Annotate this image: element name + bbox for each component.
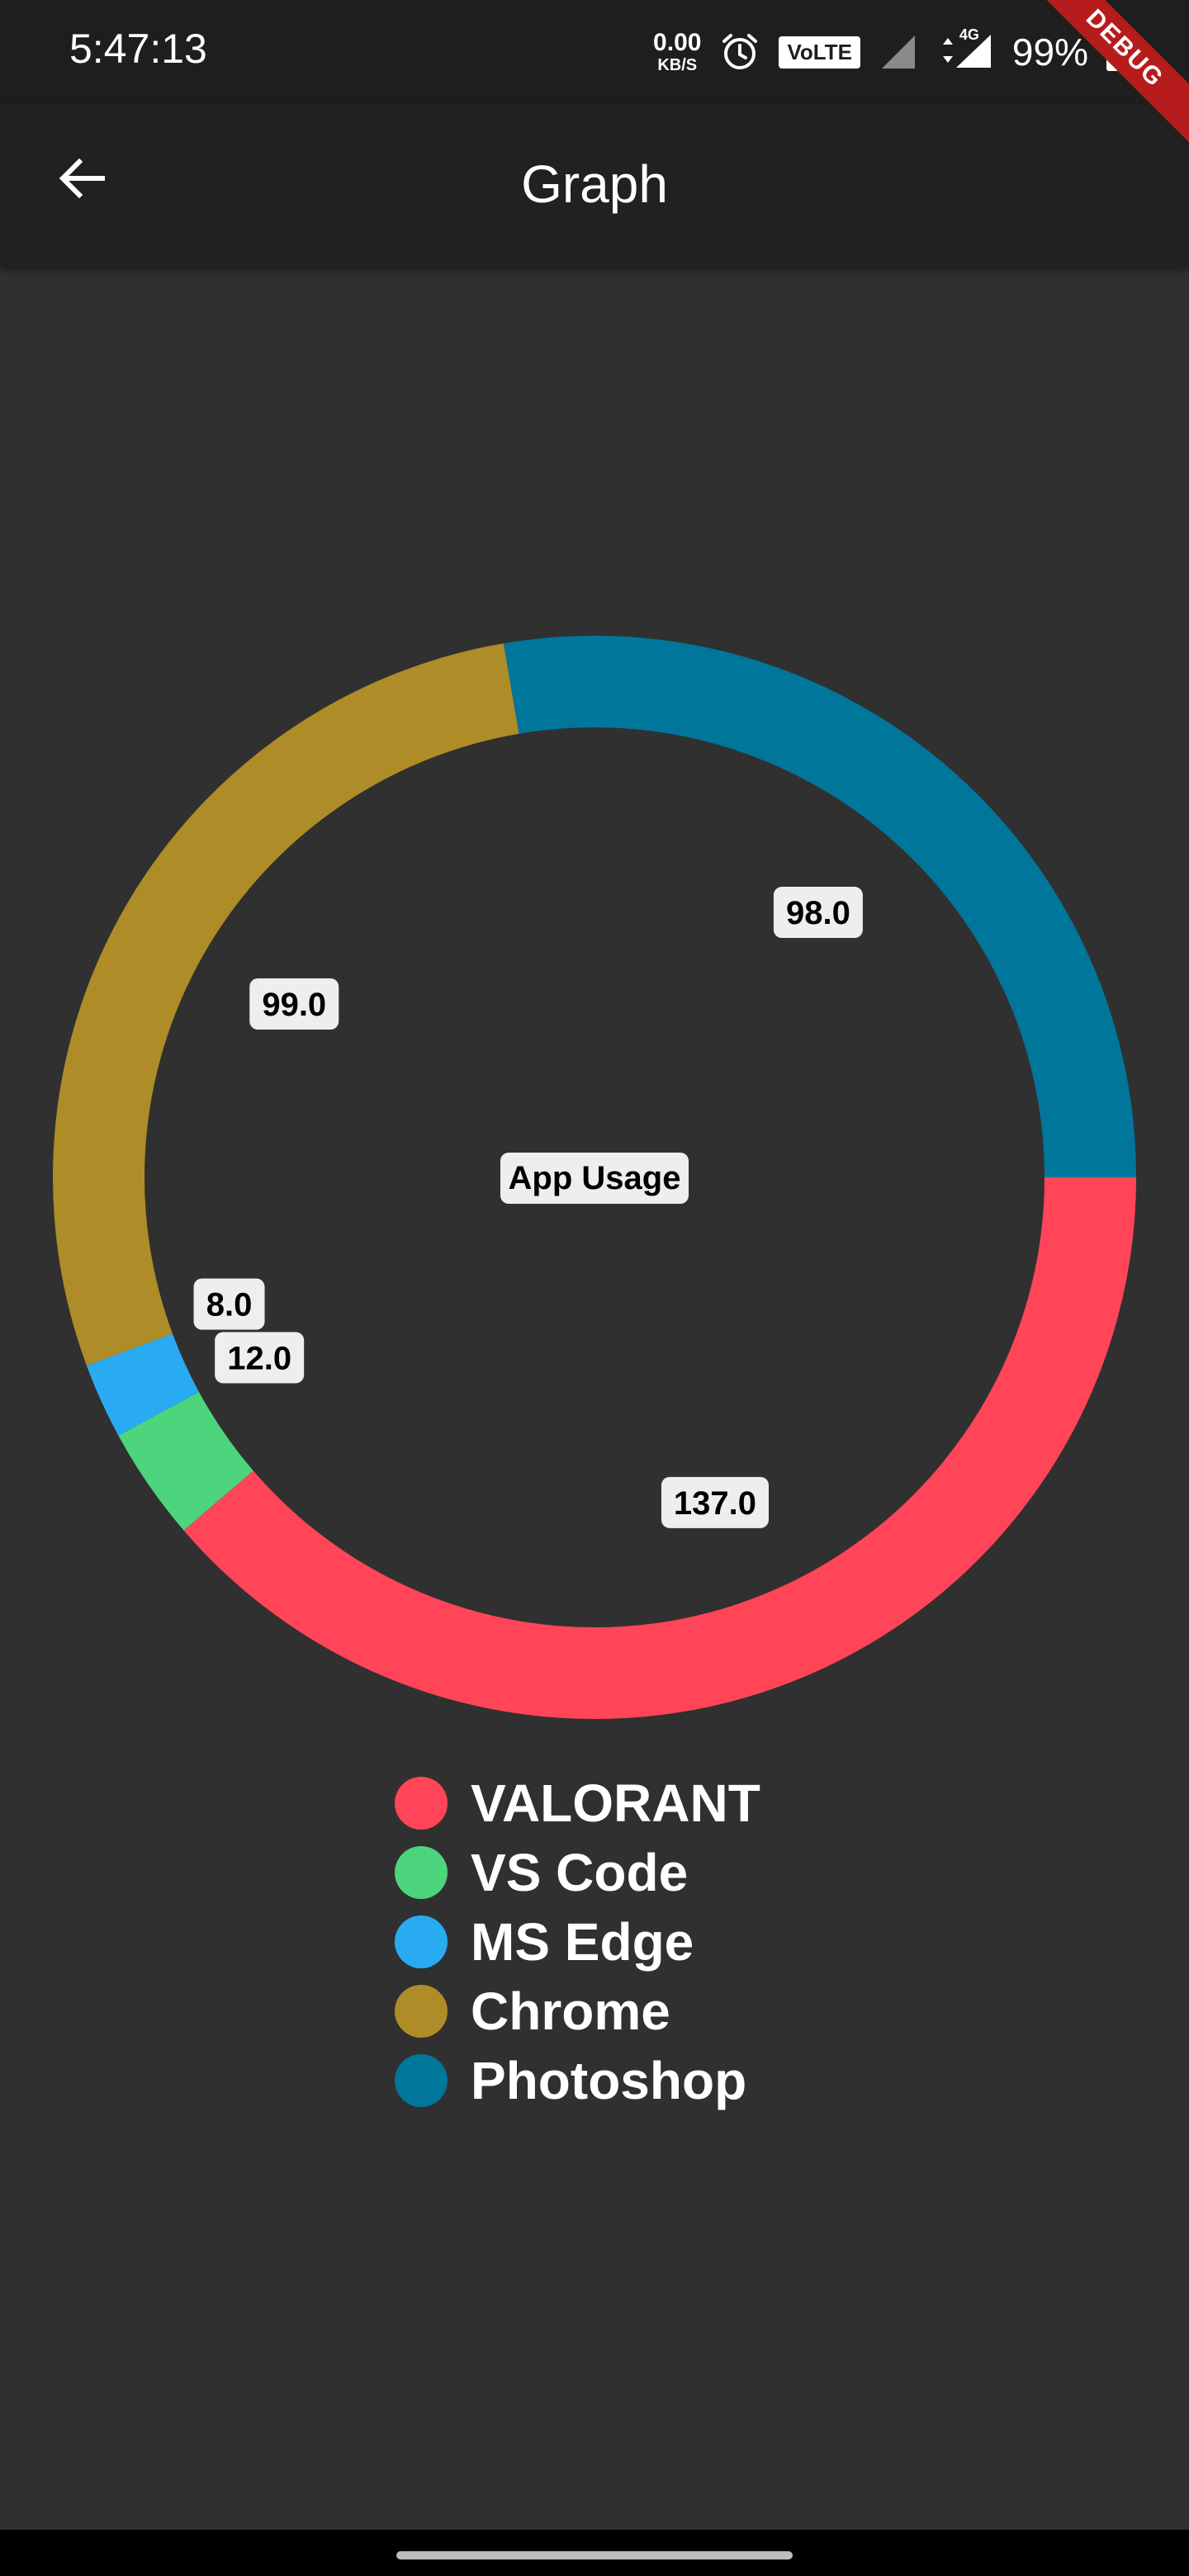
legend-item-valorant: VALORANT: [395, 1769, 760, 1838]
legend-color-dot: [395, 1777, 448, 1830]
value-label-vs-code: 12.0: [215, 1332, 305, 1384]
legend-label: MS Edge: [471, 1912, 694, 1972]
home-gesture-handle[interactable]: [396, 2551, 793, 2559]
navigation-bar: [0, 2530, 1189, 2576]
status-time: 5:47:13: [69, 26, 207, 72]
network-type: 4G: [959, 26, 979, 43]
legend-item-chrome: Chrome: [395, 1977, 760, 2046]
app-bar: Graph: [0, 104, 1189, 268]
legend-color-dot: [395, 1915, 448, 1968]
legend-color-dot: [395, 1985, 448, 2038]
value-label-ms-edge: 8.0: [193, 1278, 265, 1330]
battery-percent: 99%: [1011, 31, 1088, 73]
legend-item-vs-code: VS Code: [395, 1838, 760, 1907]
chart-value-labels: 137.0 12.0 8.0 99.0 98.0: [193, 887, 863, 1528]
legend-label: Photoshop: [471, 2051, 747, 2110]
legend-label: VALORANT: [471, 1773, 760, 1833]
value-label-chrome: 99.0: [249, 978, 339, 1030]
center-label-bg: [500, 1153, 689, 1204]
slice-ms-edge: [86, 1333, 200, 1436]
legend-label: Chrome: [471, 1982, 670, 2041]
slice-chrome: [53, 643, 519, 1366]
value-label-valorant: 137.0: [661, 1476, 769, 1528]
slice-vs-code: [118, 1391, 254, 1531]
page-title: Graph: [521, 154, 668, 214]
value-label-bg: [193, 1278, 265, 1330]
chart-slices: [53, 636, 1136, 1719]
data-arrows-icon: [942, 34, 991, 68]
arrow-left-icon: [59, 158, 105, 199]
value-label-bg: [215, 1332, 305, 1384]
value-label-text: 137.0: [674, 1485, 756, 1522]
network-indicator: 4G: [936, 26, 994, 75]
chart-center-label: App Usage: [500, 1153, 689, 1204]
slice-photoshop: [503, 636, 1136, 1178]
net-speed-unit: KB/S: [657, 56, 698, 74]
back-button[interactable]: [41, 137, 124, 220]
chart-legend: VALORANT VS Code MS Edge Chrome Photoshop: [395, 1769, 760, 2115]
center-label-text: App Usage: [509, 1160, 681, 1196]
signal-icon: [881, 36, 915, 69]
value-label-bg: [661, 1476, 769, 1528]
slice-valorant: [183, 1177, 1136, 1719]
value-label-bg: [249, 978, 339, 1030]
volte-badge: VoLTE: [779, 36, 860, 69]
alarm-icon: [722, 34, 758, 69]
net-speed-value: 0.00: [653, 29, 702, 56]
legend-color-dot: [395, 2054, 448, 2107]
value-label-bg: [773, 887, 863, 939]
legend-label: VS Code: [471, 1843, 689, 1902]
legend-item-ms-edge: MS Edge: [395, 1907, 760, 1977]
legend-color-dot: [395, 1846, 448, 1899]
value-label-photoshop: 98.0: [773, 887, 863, 939]
legend-item-photoshop: Photoshop: [395, 2046, 760, 2115]
status-bar: 5:47:13 0.00 KB/S VoLTE 4G 99%: [0, 0, 1189, 104]
value-label-text: 8.0: [206, 1287, 253, 1324]
value-label-text: 98.0: [786, 895, 850, 931]
net-speed: 0.00 KB/S: [653, 29, 702, 74]
status-icons: 0.00 KB/S VoLTE 4G 99%: [653, 25, 1126, 79]
value-label-text: 12.0: [227, 1340, 291, 1376]
value-label-text: 99.0: [262, 987, 326, 1023]
